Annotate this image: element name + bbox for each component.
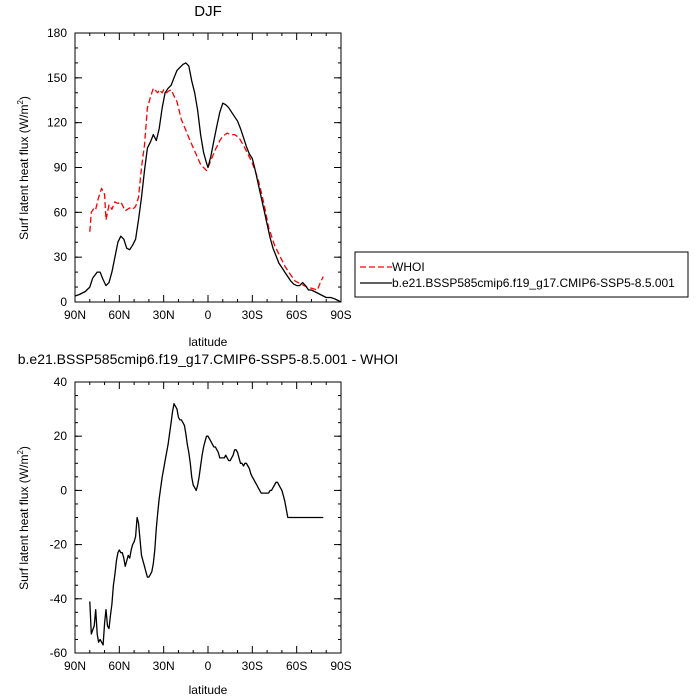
y-tick-label: 0 xyxy=(60,483,67,497)
series-line-top-whoi xyxy=(89,87,324,291)
top-panel: DJF latitude Surf latent heat flux (W/m2… xyxy=(16,3,689,349)
x-axis-label-bottom: latitude xyxy=(189,683,228,697)
y-tick-label: 180 xyxy=(47,26,67,40)
y-tick-label: 90 xyxy=(54,161,68,175)
y-axis-label-bottom: Surf latent heat flux (W/m2) xyxy=(16,446,31,590)
y-axis-label-close: ) xyxy=(17,446,31,450)
chart-title-top: DJF xyxy=(194,3,222,20)
y-axis-label-top: Surf latent heat flux (W/m2) xyxy=(16,96,31,240)
x-tick-label: 90S xyxy=(330,659,351,673)
x-tick-label: 60S xyxy=(286,659,307,673)
x-tick-label: 90S xyxy=(330,308,351,322)
plot-area-top: 90N 60N 30N 0 30S 60S 90S 0 30 60 90 120 150 180 xyxy=(47,26,352,322)
chart-title-bottom: b.e21.BSSP585cmip6.f19_g17.CMIP6-SSP5-8.… xyxy=(18,351,399,367)
x-tick-label: 60N xyxy=(108,308,130,322)
y-axis-label-text: Surf latent heat flux (W/m xyxy=(17,455,31,590)
y-tick-label: 120 xyxy=(47,116,67,130)
y-tick-label: 30 xyxy=(54,250,68,264)
x-tick-label: 60N xyxy=(108,659,130,673)
x-tick-label: 60S xyxy=(286,308,307,322)
x-tick-label: 30N xyxy=(153,308,175,322)
x-tick-label: 0 xyxy=(205,659,212,673)
x-axis-label-top: latitude xyxy=(189,335,228,349)
y-tick-label: 0 xyxy=(60,295,67,309)
x-tick-label: 30S xyxy=(242,659,263,673)
bottom-panel: b.e21.BSSP585cmip6.f19_g17.CMIP6-SSP5-8.… xyxy=(16,351,398,697)
series-line-top-model xyxy=(74,62,342,303)
x-tick-label: 90N xyxy=(64,308,86,322)
legend-label-whoi: WHOI xyxy=(392,260,425,274)
legend-label-model: b.e21.BSSP585cmip6.f19_g17.CMIP6-SSP5-8.… xyxy=(392,276,675,290)
y-tick-label: 60 xyxy=(54,205,68,219)
x-tick-label: 30S xyxy=(242,308,263,322)
x-tick-label: 30N xyxy=(153,659,175,673)
y-tick-label: -60 xyxy=(50,646,68,660)
y-tick-label: 20 xyxy=(54,429,68,443)
y-tick-label: 150 xyxy=(47,71,67,85)
y-axis-label-sup: 2 xyxy=(16,450,25,455)
y-axis-label-close: ) xyxy=(17,96,31,100)
y-tick-label: -40 xyxy=(50,592,68,606)
series-line-bottom-model xyxy=(89,403,324,646)
y-axis-label-sup: 2 xyxy=(16,100,25,105)
y-tick-label: -20 xyxy=(50,538,68,552)
y-axis-label-text: Surf latent heat flux (W/m xyxy=(17,105,31,240)
plot-area-bottom: 90N 60N 30N 0 30S 60S 90S -60 -40 -20 0 20 40 xyxy=(50,375,352,673)
x-tick-label: 90N xyxy=(64,659,86,673)
legend: WHOI b.e21.BSSP585cmip6.f19_g17.CMIP6-SS… xyxy=(354,251,689,298)
legend-box xyxy=(354,251,689,298)
x-tick-label: 0 xyxy=(205,308,212,322)
y-tick-label: 40 xyxy=(54,375,68,389)
